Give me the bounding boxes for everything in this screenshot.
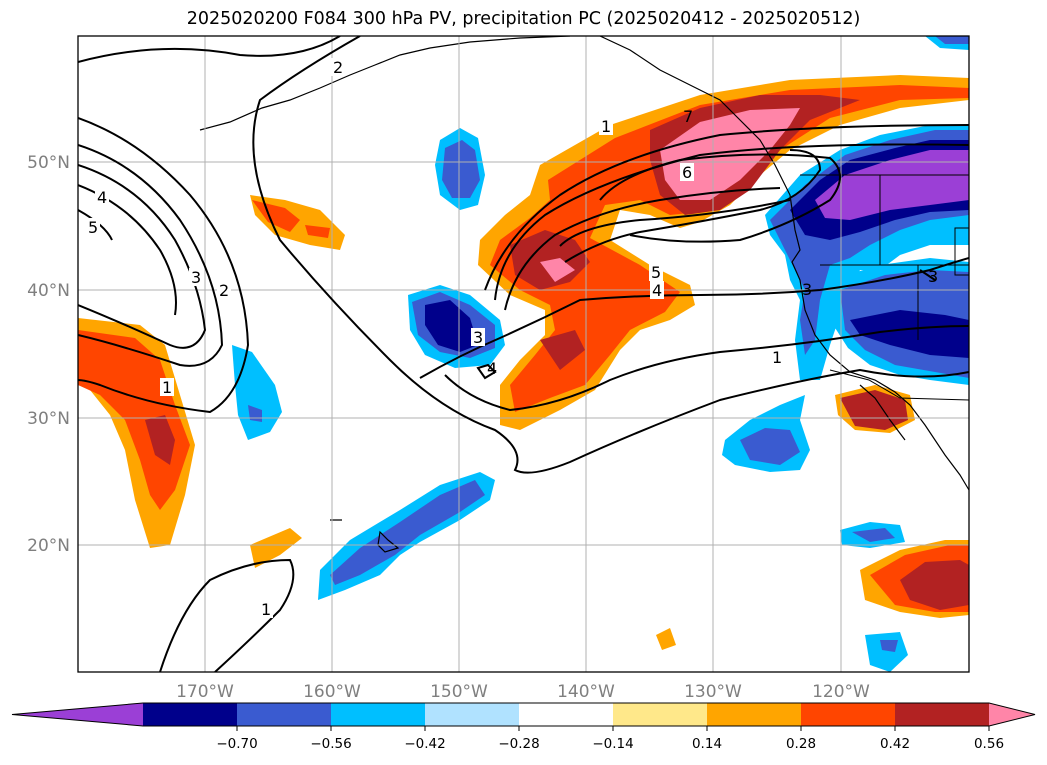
colorbar-segment: [613, 703, 708, 726]
lon-label: 150°W: [430, 682, 488, 702]
contour-label: 5: [88, 218, 98, 237]
contour-label: 3: [802, 280, 812, 299]
colorbar-segment: [707, 703, 802, 726]
colorbar-segment: [331, 703, 426, 726]
map-area: [78, 36, 969, 672]
colorbar-segment: [425, 703, 520, 726]
contour-label: 4: [487, 359, 497, 378]
contour-label: 7: [683, 107, 693, 126]
colorbar-tick-label: −0.42: [404, 736, 445, 752]
lon-label: 160°W: [303, 682, 361, 702]
colorbar-tick-label: −0.70: [216, 736, 257, 752]
latitude-labels: 50°N 40°N 30°N 20°N: [27, 153, 70, 556]
colorbar-segment: [237, 703, 332, 726]
longitude-labels: 170°W 160°W 150°W 140°W 130°W 120°W: [176, 682, 870, 702]
contour-label: 3: [928, 267, 938, 286]
contour-label: 2: [333, 58, 343, 77]
contour-label: 2: [219, 281, 229, 300]
colorbar-segment: [895, 703, 990, 726]
contour-label: 5: [651, 263, 661, 282]
colorbar-tick-label: −0.14: [592, 736, 633, 752]
contour-label: 4: [652, 281, 662, 300]
colorbar-extend-max: [989, 703, 1035, 726]
contour-label: 3: [473, 328, 483, 347]
colorbar-tick-label: −0.56: [310, 736, 351, 752]
lat-label: 50°N: [27, 153, 70, 173]
contour-label: 1: [261, 600, 271, 619]
colorbar-segment: [519, 703, 614, 726]
contour-label: 4: [97, 188, 107, 207]
colorbar-tick-label: 0.28: [786, 736, 816, 752]
colorbar: −0.70 −0.56 −0.42 −0.28 −0.14 0.14 0.28 0.42 0.5…: [12, 703, 1047, 752]
contour-label: 1: [601, 117, 611, 136]
colorbar-extend-min: [12, 703, 143, 726]
colorbar-tick-label: 0.42: [880, 736, 910, 752]
colorbar-tick-label: 0.14: [692, 736, 722, 752]
lon-label: 130°W: [684, 682, 742, 702]
contour-label: 6: [682, 163, 692, 182]
lat-label: 30°N: [27, 409, 70, 429]
lon-label: 120°W: [812, 682, 870, 702]
contour-label: 1: [772, 348, 782, 367]
colorbar-segment: [143, 703, 238, 726]
lon-label: 140°W: [557, 682, 615, 702]
lon-label: 170°W: [176, 682, 234, 702]
lat-label: 20°N: [27, 536, 70, 556]
colorbar-tick-label: −0.28: [498, 736, 539, 752]
contour-label: 1: [162, 378, 172, 397]
colorbar-segment: [801, 703, 896, 726]
lat-label: 40°N: [27, 281, 70, 301]
colorbar-tick-label: 0.56: [974, 736, 1004, 752]
contour-label: 3: [191, 268, 201, 287]
